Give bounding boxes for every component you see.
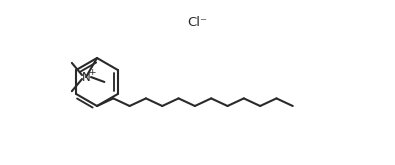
Text: +: + <box>88 67 96 77</box>
Text: Cl⁻: Cl⁻ <box>187 16 207 29</box>
Text: N: N <box>82 71 90 83</box>
